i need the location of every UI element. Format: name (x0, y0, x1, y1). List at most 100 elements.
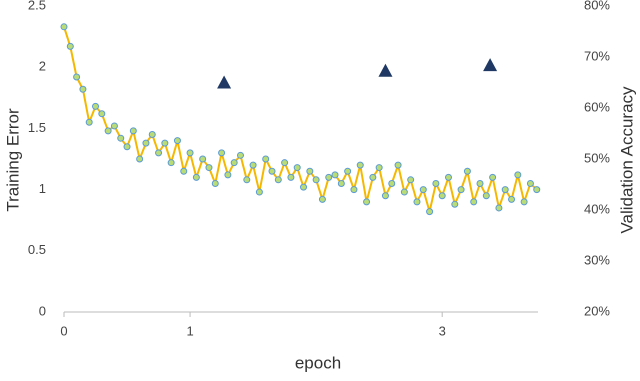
point-marker (236, 151, 244, 159)
point-marker (186, 149, 194, 157)
x-axis-title: epoch (295, 353, 341, 372)
point-marker (501, 186, 509, 194)
point-marker (173, 137, 181, 145)
point-marker (161, 139, 169, 147)
x-tick-label: 0 (60, 323, 67, 338)
point-marker (413, 198, 421, 206)
point-marker (369, 173, 377, 181)
point-marker (281, 159, 289, 167)
point-marker (444, 173, 452, 181)
point-marker (400, 188, 408, 196)
point-marker (66, 42, 74, 50)
point-marker (457, 186, 465, 194)
point-marker (262, 155, 270, 163)
point-marker (318, 195, 326, 203)
point-marker (211, 179, 219, 187)
y2-tick-label: 20% (584, 303, 610, 318)
y2-tick-label: 60% (584, 99, 610, 114)
point-marker (306, 167, 314, 175)
x-tick-label: 1 (186, 323, 193, 338)
point-marker (92, 102, 100, 110)
point-marker (117, 134, 125, 142)
point-marker (274, 176, 282, 184)
point-marker (167, 159, 175, 167)
point-marker (489, 173, 497, 181)
triangle-marker (483, 58, 498, 72)
point-marker (394, 161, 402, 169)
y-tick-label: 1 (39, 181, 46, 196)
point-marker (243, 176, 251, 184)
point-marker (79, 85, 87, 93)
point-marker (495, 204, 503, 212)
point-marker (224, 171, 232, 179)
point-marker (426, 208, 434, 216)
point-marker (142, 139, 150, 147)
point-marker (148, 131, 156, 139)
triangle-marker (378, 63, 393, 77)
point-marker (85, 118, 93, 126)
point-marker (268, 167, 276, 175)
point-marker (476, 179, 484, 187)
point-marker (104, 127, 112, 135)
point-marker (344, 167, 352, 175)
point-marker (129, 127, 137, 135)
point-marker (407, 176, 415, 184)
y2-tick-label: 30% (584, 252, 610, 267)
point-marker (526, 179, 534, 187)
point-marker (533, 186, 541, 194)
point-marker (255, 188, 263, 196)
point-marker (388, 179, 396, 187)
point-marker (363, 198, 371, 206)
y-tick-label: 2 (39, 59, 46, 74)
point-marker (438, 192, 446, 200)
point-marker (205, 164, 213, 172)
y2-tick-label: 40% (584, 201, 610, 216)
point-marker (470, 198, 478, 206)
point-marker (192, 173, 200, 181)
point-marker (249, 161, 257, 169)
y2-axis-title: Validation Accuracy (617, 86, 636, 234)
point-marker (218, 149, 226, 157)
point-marker (514, 171, 522, 179)
point-marker (110, 122, 118, 130)
point-marker (180, 167, 188, 175)
y-axis-title: Training Error (3, 108, 22, 212)
point-marker (419, 186, 427, 194)
y-tick-label: 0.5 (28, 242, 46, 257)
point-marker (508, 195, 516, 203)
point-marker (155, 149, 163, 157)
y2-tick-label: 80% (584, 0, 610, 12)
point-marker (230, 159, 238, 167)
point-marker (520, 198, 528, 206)
point-marker (123, 143, 131, 151)
point-marker (300, 183, 308, 191)
y2-tick-label: 50% (584, 150, 610, 165)
line (63, 26, 538, 212)
point-marker (331, 171, 339, 179)
point-marker (287, 173, 295, 181)
point-marker (293, 164, 301, 172)
y-tick-label: 0 (39, 303, 46, 318)
triangle-marker (217, 75, 232, 89)
point-marker (375, 164, 383, 172)
point-marker (98, 110, 106, 118)
point-marker (356, 161, 364, 169)
point-marker (451, 200, 459, 208)
point-marker (73, 73, 81, 81)
point-marker (136, 155, 144, 163)
point-marker (463, 167, 471, 175)
y2-tick-label: 70% (584, 48, 610, 63)
point-marker (199, 155, 207, 163)
point-marker (337, 179, 345, 187)
point-marker (432, 179, 440, 187)
point-marker (482, 192, 490, 200)
point-marker (350, 186, 358, 194)
point-marker (312, 176, 320, 184)
x-tick-label: 3 (439, 323, 446, 338)
point-marker (60, 23, 68, 31)
point-marker (325, 173, 333, 181)
point-marker (381, 192, 389, 200)
y-tick-label: 2.5 (28, 0, 46, 12)
y-tick-label: 1.5 (28, 120, 46, 135)
